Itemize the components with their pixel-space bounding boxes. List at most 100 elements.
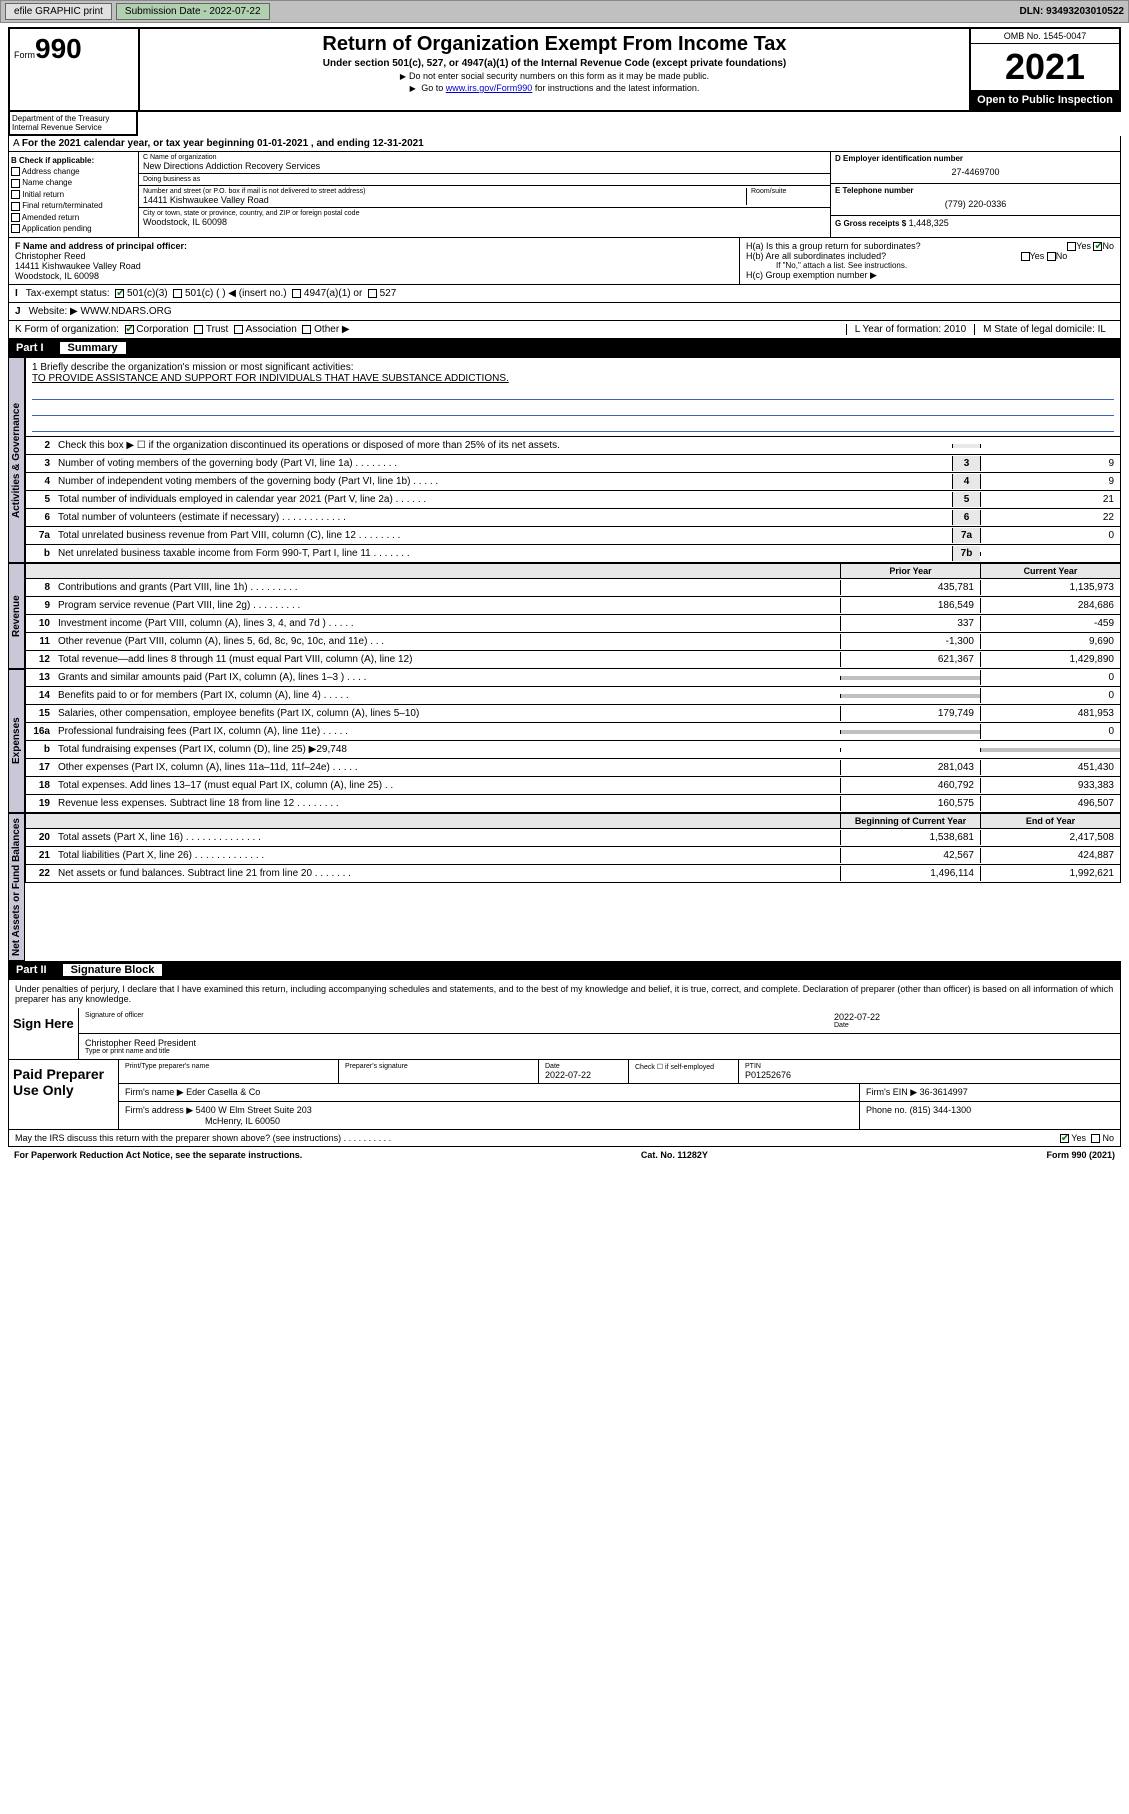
discuss-no[interactable]	[1091, 1134, 1100, 1143]
table-row: 13Grants and similar amounts paid (Part …	[25, 669, 1121, 687]
form-title: Return of Organization Exempt From Incom…	[148, 33, 961, 56]
declaration: Under penalties of perjury, I declare th…	[9, 980, 1120, 1008]
chk-pending[interactable]	[11, 224, 20, 233]
sig-date-lbl: Date	[834, 1022, 1114, 1029]
ha-no-lbl: No	[1102, 241, 1114, 251]
sig-date: 2022-07-22	[834, 1012, 1114, 1022]
form-ref: Form 990 (2021)	[1046, 1150, 1115, 1160]
table-row: 6Total number of volunteers (estimate if…	[25, 509, 1121, 527]
table-row: 3Number of voting members of the governi…	[25, 455, 1121, 473]
domicile: IL	[1098, 324, 1106, 335]
hb-note: If "No," attach a list. See instructions…	[746, 261, 1114, 270]
vtab-net: Net Assets or Fund Balances	[8, 813, 25, 961]
hb-label: H(b) Are all subordinates included?	[746, 251, 886, 261]
ha-yes[interactable]	[1067, 242, 1076, 251]
chk-4947[interactable]	[292, 289, 301, 298]
chk-501c3[interactable]	[115, 289, 124, 298]
chk-trust[interactable]	[194, 325, 203, 334]
table-row: 11Other revenue (Part VIII, column (A), …	[25, 633, 1121, 651]
room-label: Room/suite	[751, 188, 826, 195]
cat-no: Cat. No. 11282Y	[641, 1150, 708, 1160]
chk-initial[interactable]	[11, 190, 20, 199]
vtab-governance: Activities & Governance	[8, 357, 25, 563]
firm-phone: (815) 344-1300	[910, 1105, 972, 1115]
pra-notice: For Paperwork Reduction Act Notice, see …	[14, 1150, 302, 1160]
form-header: Form990 Return of Organization Exempt Fr…	[8, 27, 1121, 112]
table-row: 17Other expenses (Part IX, column (A), l…	[25, 759, 1121, 777]
hdr-end: End of Year	[980, 814, 1120, 828]
discuss-no-lbl: No	[1102, 1133, 1114, 1143]
mission-text: TO PROVIDE ASSISTANCE AND SUPPORT FOR IN…	[32, 373, 1114, 384]
box-b: B Check if applicable: Address change Na…	[9, 152, 139, 237]
chk-corp[interactable]	[125, 325, 134, 334]
sig-name: Christopher Reed President	[85, 1038, 1114, 1048]
lbl-trust: Trust	[206, 324, 228, 335]
table-row: 12Total revenue—add lines 8 through 11 (…	[25, 651, 1121, 669]
box-b-title: B Check if applicable:	[11, 156, 136, 165]
paid-ptin: P01252676	[745, 1070, 1114, 1080]
officer-label: F Name and address of principal officer:	[15, 241, 733, 251]
chk-final[interactable]	[11, 202, 20, 211]
gross-label: G Gross receipts $	[835, 219, 906, 228]
table-row: 7aTotal unrelated business revenue from …	[25, 527, 1121, 545]
org-name: New Directions Addiction Recovery Servic…	[143, 161, 826, 171]
vtab-revenue: Revenue	[8, 563, 25, 669]
lbl-name: Name change	[22, 178, 72, 187]
dba-label: Doing business as	[143, 176, 826, 183]
chk-name[interactable]	[11, 179, 20, 188]
table-row: 9Program service revenue (Part VIII, lin…	[25, 597, 1121, 615]
chk-address[interactable]	[11, 167, 20, 176]
name-label: C Name of organization	[143, 154, 826, 161]
firm-name: Eder Casella & Co	[186, 1087, 260, 1097]
discuss-yes[interactable]	[1060, 1134, 1069, 1143]
irs-link[interactable]: www.irs.gov/Form990	[446, 83, 533, 93]
year-formed: 2010	[944, 324, 966, 335]
lbl-4947: 4947(a)(1) or	[304, 288, 362, 299]
chk-527[interactable]	[368, 289, 377, 298]
part1-header: Part I Summary	[8, 339, 1121, 357]
table-row: 22Net assets or fund balances. Subtract …	[25, 865, 1121, 883]
table-row: 15Salaries, other compensation, employee…	[25, 705, 1121, 723]
chk-501c[interactable]	[173, 289, 182, 298]
paid-date: 2022-07-22	[545, 1070, 622, 1080]
discuss-q: May the IRS discuss this return with the…	[15, 1133, 391, 1143]
lbl-amended: Amended return	[22, 213, 79, 222]
lbl-other: Other ▶	[314, 324, 349, 335]
sig-name-lbl: Type or print name and title	[85, 1048, 1114, 1055]
table-row: 8Contributions and grants (Part VIII, li…	[25, 579, 1121, 597]
ha-yes-lbl: Yes	[1076, 241, 1091, 251]
ein-label: D Employer identification number	[835, 154, 1116, 163]
phone-label: E Telephone number	[835, 186, 1116, 195]
chk-other[interactable]	[302, 325, 311, 334]
table-row: 4Number of independent voting members of…	[25, 473, 1121, 491]
firm-ein: 36-3614997	[920, 1087, 968, 1097]
hb-yes[interactable]	[1021, 252, 1030, 261]
hb-no[interactable]	[1047, 252, 1056, 261]
efile-button[interactable]: efile GRAPHIC print	[5, 3, 112, 20]
website-label: Website: ▶	[29, 306, 78, 317]
ein: 27-4469700	[835, 163, 1116, 181]
paid-h1: Print/Type preparer's name	[125, 1063, 332, 1070]
lbl-corp: Corporation	[136, 324, 188, 335]
hdr-current: Current Year	[980, 564, 1120, 578]
subtitle: Under section 501(c), 527, or 4947(a)(1)…	[148, 58, 961, 69]
table-row: 20Total assets (Part X, line 16) . . . .…	[25, 829, 1121, 847]
table-row: 19Revenue less expenses. Subtract line 1…	[25, 795, 1121, 813]
firm-ein-lbl: Firm's EIN ▶	[866, 1087, 917, 1097]
chk-amended[interactable]	[11, 213, 20, 222]
firm-addr1: 5400 W Elm Street Suite 203	[196, 1105, 312, 1115]
addr-label: Number and street (or P.O. box if mail i…	[143, 188, 746, 195]
omb-number: OMB No. 1545-0047	[971, 29, 1119, 44]
city-state-zip: Woodstock, IL 60098	[143, 217, 826, 227]
chk-assoc[interactable]	[234, 325, 243, 334]
year-formed-lbl: L Year of formation:	[855, 324, 941, 335]
part2-title: Signature Block	[63, 964, 163, 976]
gross-receipts: 1,448,325	[909, 218, 949, 228]
dln: DLN: 93493203010522	[1019, 6, 1124, 17]
hdr-beg: Beginning of Current Year	[840, 814, 980, 828]
part1-num: Part I	[16, 342, 56, 354]
mission-q: 1 Briefly describe the organization's mi…	[32, 362, 1114, 373]
lbl-address: Address change	[22, 167, 80, 176]
street-address: 14411 Kishwaukee Valley Road	[143, 195, 746, 205]
ha-label: H(a) Is this a group return for subordin…	[746, 241, 921, 251]
